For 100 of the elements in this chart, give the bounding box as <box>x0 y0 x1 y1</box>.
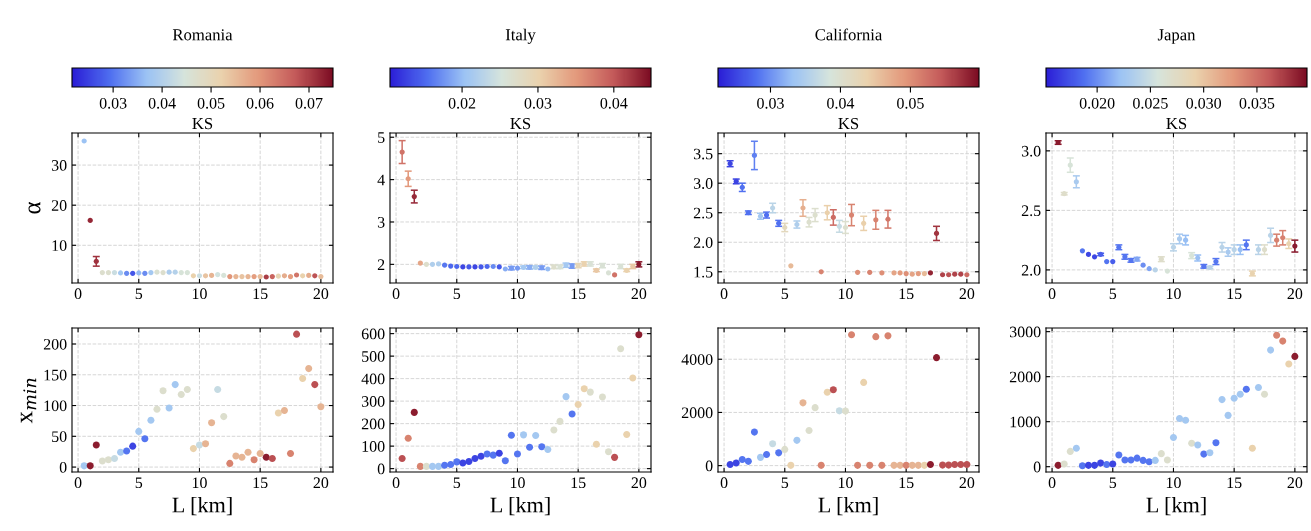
point <box>964 272 970 278</box>
point <box>293 272 300 278</box>
point <box>429 261 436 267</box>
point <box>586 388 594 396</box>
y-tick-label: 4000 <box>681 354 713 365</box>
point <box>1194 441 1202 449</box>
color-bar-label: 0.02 <box>448 97 476 109</box>
point <box>435 261 442 267</box>
point <box>275 273 281 279</box>
y-tick-label: 0 <box>59 462 67 473</box>
point <box>958 271 964 277</box>
point <box>81 138 87 144</box>
point <box>842 224 849 231</box>
point <box>811 404 819 412</box>
point <box>257 273 263 280</box>
point <box>1279 337 1287 345</box>
point <box>196 273 203 279</box>
x-tick-label: 20 <box>313 288 329 300</box>
point <box>209 272 215 278</box>
point <box>1163 456 1171 464</box>
point <box>909 271 915 277</box>
x-tick-label: 5 <box>453 477 461 489</box>
point <box>502 266 508 272</box>
point <box>623 430 631 438</box>
point <box>1115 451 1123 459</box>
point <box>1242 385 1250 393</box>
point <box>111 269 118 276</box>
y-tick-label: 200 <box>43 338 67 350</box>
point <box>287 273 294 280</box>
x-tick-label: 15 <box>253 288 268 300</box>
point <box>920 461 928 469</box>
y-tick-label: 400 <box>361 373 385 385</box>
point <box>891 270 897 276</box>
point <box>1139 456 1147 464</box>
point <box>1169 433 1178 441</box>
y-tick-label: 0 <box>1033 461 1041 473</box>
point <box>514 265 521 271</box>
point <box>404 434 412 442</box>
point <box>562 393 570 401</box>
color-bar-label: 0.07 <box>295 97 323 109</box>
point <box>453 458 461 466</box>
point <box>532 432 540 440</box>
point <box>556 417 564 425</box>
point <box>417 260 423 266</box>
point <box>738 455 746 464</box>
point <box>817 461 825 469</box>
point <box>1260 390 1269 398</box>
point <box>841 407 850 415</box>
point <box>830 214 836 221</box>
point <box>1230 394 1238 402</box>
point <box>519 431 528 439</box>
point <box>861 220 867 226</box>
point <box>124 270 130 276</box>
x-tick-label: 10 <box>510 288 525 300</box>
y-tick-label: 200 <box>361 418 385 430</box>
point <box>908 461 916 469</box>
point <box>800 205 806 211</box>
point <box>763 450 771 458</box>
point <box>867 269 873 275</box>
color-bar-title: KS <box>838 117 859 130</box>
point <box>92 441 100 449</box>
point <box>160 269 166 276</box>
point <box>897 270 903 276</box>
point <box>496 264 502 270</box>
point <box>141 435 149 443</box>
point <box>410 408 418 416</box>
x-tick-label: 20 <box>631 288 647 300</box>
point <box>495 449 503 457</box>
point <box>422 462 430 470</box>
x-tick-label: 10 <box>1166 288 1181 300</box>
point <box>269 273 275 280</box>
point <box>756 453 765 461</box>
point <box>484 263 490 270</box>
point <box>598 393 606 401</box>
point <box>1212 439 1220 447</box>
point <box>1236 390 1244 398</box>
point <box>1218 396 1226 404</box>
point <box>951 461 959 469</box>
point <box>104 456 112 464</box>
point <box>153 405 161 413</box>
point <box>568 410 576 418</box>
point <box>545 266 551 272</box>
point <box>879 270 885 276</box>
point <box>1273 331 1281 339</box>
point <box>963 461 971 469</box>
point <box>726 461 734 469</box>
x-axis-title: L [km] <box>490 496 550 516</box>
point <box>592 440 600 448</box>
point <box>454 263 460 270</box>
point <box>105 269 112 276</box>
point <box>513 450 522 458</box>
point <box>751 152 758 159</box>
point <box>136 270 142 276</box>
point <box>1097 459 1105 467</box>
x-tick-label: 20 <box>959 477 975 489</box>
point <box>129 442 137 450</box>
chart-title: Italy <box>505 28 536 44</box>
point <box>1175 414 1184 423</box>
chart-title: Japan <box>1157 29 1196 44</box>
point <box>1267 232 1274 238</box>
